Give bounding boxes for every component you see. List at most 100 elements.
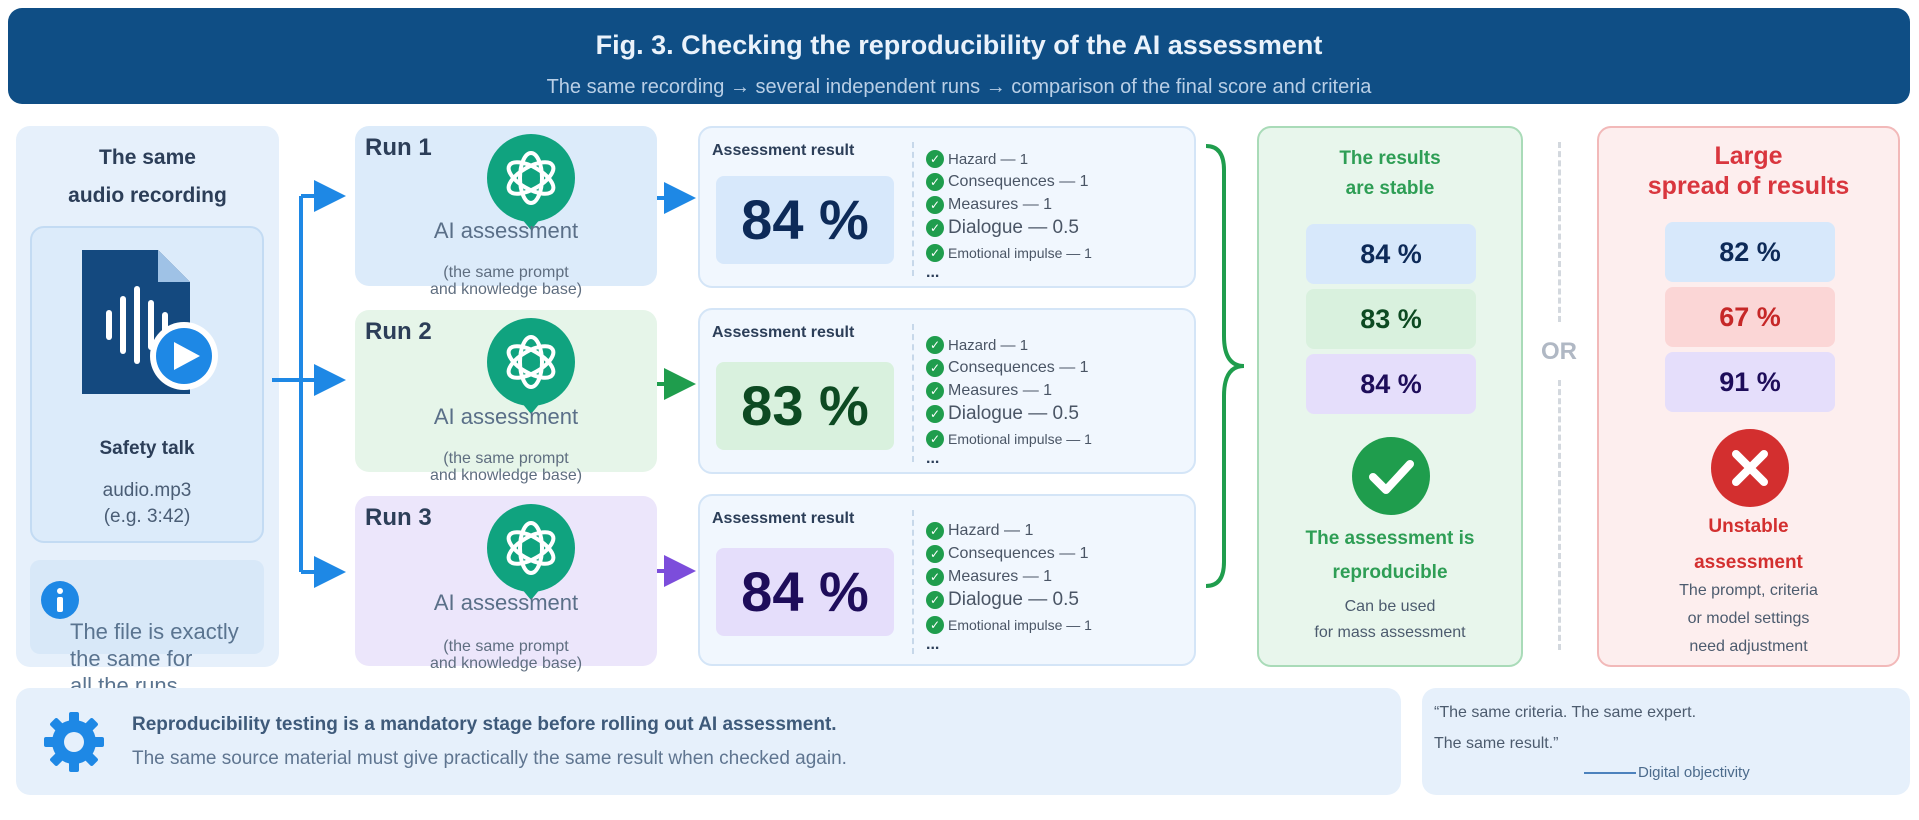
run-note-line2: and knowledge base)	[429, 281, 583, 298]
criterion-item: ✓ Consequences — 1	[926, 357, 1089, 379]
score-value: 83 %	[716, 362, 894, 450]
unstable-conclusion-line2: assessment	[1694, 552, 1803, 573]
criterion-text: Hazard — 1	[948, 150, 1029, 168]
branch-arrows	[272, 180, 346, 588]
run-note-line1: (the same prompt	[443, 450, 569, 467]
stable-text-line2: for mass assessment	[1314, 624, 1466, 641]
file-name: audio.mp3	[102, 480, 192, 501]
check-icon: ✓	[926, 382, 944, 400]
run-card-3: Run 3 AI assessment	[355, 496, 657, 666]
criterion-item: ✓ Measures — 1	[926, 566, 1052, 588]
stable-heading-line2: are stable	[1345, 178, 1435, 199]
source-title-line1: The same	[99, 146, 196, 169]
run-note-line2: and knowledge base)	[429, 467, 583, 484]
criterion-item: ✓ Dialogue — 0.5	[926, 403, 1079, 425]
criterion-text: Measures — 1	[948, 196, 1053, 213]
criterion-text: Measures — 1	[948, 382, 1053, 399]
unstable-heading-line2: spread of results	[1647, 172, 1850, 200]
cross-circle-icon	[1711, 429, 1789, 507]
run-label: Run 2	[365, 318, 432, 345]
source-note-line2: the same for	[70, 646, 193, 671]
criterion-text: Dialogue — 0.5	[948, 217, 1079, 238]
figure-subtitle: The same recording → several independent…	[546, 76, 1372, 98]
criterion-text: Hazard — 1	[948, 522, 1034, 539]
stable-score-2: 83 %	[1306, 289, 1476, 349]
result-title: Assessment result	[712, 324, 855, 341]
criterion-text: Consequences — 1	[948, 545, 1089, 562]
unstable-score-2: 67 %	[1665, 287, 1835, 347]
check-icon: ✓	[926, 219, 944, 237]
run-note-2: (the same prompt and knowledge base)	[355, 450, 657, 484]
signature-text: Digital objectivity	[1638, 764, 1750, 781]
ai-label: AI assessment	[433, 404, 579, 429]
run-note-line1: (the same prompt	[443, 264, 569, 281]
run-note-1: (the same prompt and knowledge base)	[355, 264, 657, 298]
footer-text: The same source material must give pract…	[132, 748, 847, 769]
run-note-line1: (the same prompt	[443, 638, 569, 655]
check-icon: ✓	[926, 336, 944, 354]
figure-title: Fig. 3. Checking the reproducibility of …	[595, 30, 1323, 60]
divider	[912, 510, 914, 654]
quote-line2: The same result.”	[1434, 735, 1559, 752]
criterion-text: Consequences — 1	[948, 173, 1089, 190]
source-panel: The same audio recording Safety talk aud…	[16, 126, 279, 667]
file-duration: (e.g. 3:42)	[103, 506, 191, 527]
or-divider-top	[1558, 142, 1561, 322]
ai-logo-icon	[487, 134, 575, 230]
unstable-panel: Large spread of results 82 % 67 % 91 % U…	[1597, 126, 1900, 667]
source-note: The file is exactly the same for all the…	[70, 618, 290, 699]
unstable-score-1: 82 %	[1665, 222, 1835, 282]
stable-heading-line1: The results	[1339, 148, 1441, 169]
info-box	[30, 560, 264, 654]
stable-conclusion-line2: reproducible	[1332, 562, 1448, 583]
check-icon: ✓	[926, 522, 944, 540]
check-icon: ✓	[926, 430, 944, 448]
criterion-text: Emotional impulse — 1	[948, 245, 1092, 261]
criterion-item: ✓ Measures — 1	[926, 380, 1052, 402]
criterion-text: Consequences — 1	[948, 359, 1089, 376]
footer-bold-text: Reproducibility testing is a mandatory s…	[132, 714, 837, 735]
criterion-item: ✓ Emotional impulse — 1	[926, 614, 1092, 636]
criterion-text: Emotional impulse — 1	[948, 617, 1092, 633]
unstable-text-line3: need adjustment	[1689, 638, 1808, 655]
file-label: Safety talk	[99, 438, 195, 459]
check-icon: ✓	[926, 591, 944, 609]
check-icon: ✓	[926, 244, 944, 262]
more-indicator: ...	[926, 264, 940, 281]
check-icon: ✓	[926, 150, 944, 168]
score-value: 84 %	[716, 176, 894, 264]
criterion-item: ✓ Consequences — 1	[926, 171, 1089, 193]
run-label: Run 1	[365, 134, 432, 161]
criterion-text: Emotional impulse — 1	[948, 431, 1092, 447]
ai-label: AI assessment	[433, 218, 579, 243]
ai-logo-icon	[487, 318, 575, 414]
unstable-conclusion-line1: Unstable	[1708, 516, 1789, 537]
more-indicator: ...	[926, 636, 940, 653]
result-card-1: Assessment result 84 % ✓ Hazard — 1 ✓ Cons…	[698, 126, 1196, 288]
unstable-heading-line1: Large	[1714, 142, 1783, 170]
criterion-item: ✓ Measures — 1	[926, 194, 1052, 216]
criterion-item: ✓ Emotional impulse — 1	[926, 428, 1092, 450]
check-icon: ✓	[926, 196, 944, 214]
check-icon: ✓	[926, 545, 944, 563]
ai-label: AI assessment	[433, 590, 579, 615]
gear-icon	[44, 712, 104, 772]
quote-line1: “The same criteria. The same expert.	[1434, 704, 1697, 721]
criterion-text: Dialogue — 0.5	[948, 589, 1079, 610]
quote-signature: Digital objectivity	[1584, 764, 1750, 781]
figure-header: Fig. 3. Checking the reproducibility of …	[8, 8, 1910, 104]
criterion-item: ✓ Dialogue — 0.5	[926, 217, 1079, 239]
run-card-2: Run 2 AI assessment	[355, 310, 657, 472]
result-title: Assessment result	[712, 142, 855, 159]
check-icon: ✓	[926, 173, 944, 191]
check-icon: ✓	[926, 616, 944, 634]
criterion-item: ✓ Hazard — 1	[926, 520, 1033, 542]
checkmark-circle-icon	[1352, 437, 1430, 515]
run-label: Run 3	[365, 504, 432, 531]
check-icon: ✓	[926, 359, 944, 377]
source-title-line2: audio recording	[68, 184, 227, 207]
criterion-text: Dialogue — 0.5	[948, 403, 1079, 424]
check-icon: ✓	[926, 568, 944, 586]
criterion-text: Measures — 1	[948, 568, 1053, 585]
result-card-2: Assessment result 83 % ✓ Hazard — 1 ✓ Cons…	[698, 308, 1196, 474]
